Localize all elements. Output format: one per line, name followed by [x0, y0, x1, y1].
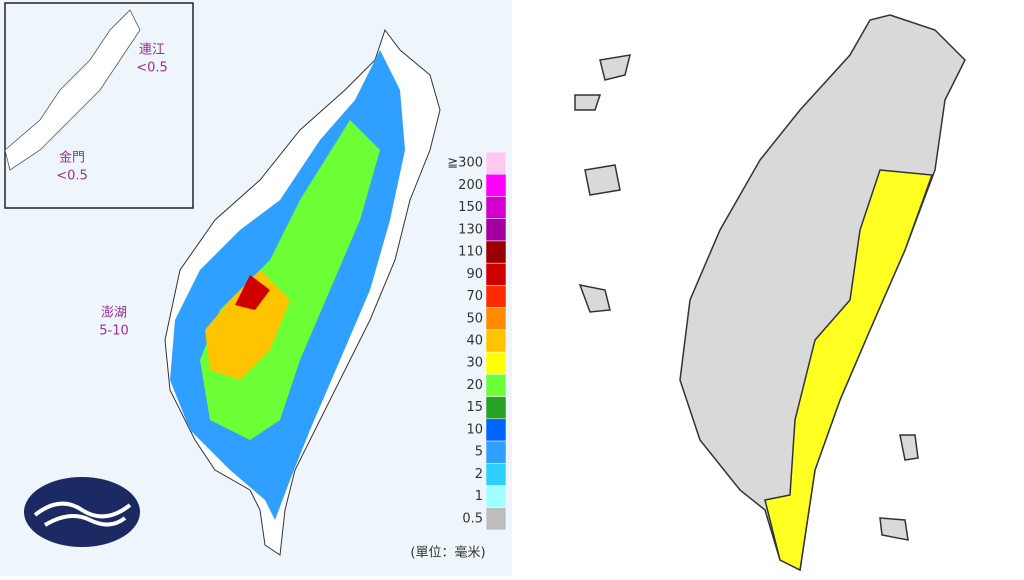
legend-label: 30 — [466, 356, 483, 371]
legend-label: 1 — [475, 489, 483, 504]
legend-label: 110 — [458, 245, 483, 260]
legend-swatch — [485, 196, 507, 219]
legend-swatch — [485, 329, 507, 353]
logo-mark — [33, 501, 132, 527]
legend-swatch — [485, 396, 507, 420]
legend-label: 130 — [458, 222, 483, 237]
rain-taiwan — [164, 28, 441, 556]
legend-label: 0.5 — [462, 511, 483, 526]
legend-swatch — [485, 240, 507, 264]
legend-swatch — [485, 418, 507, 442]
rain-area — [235, 275, 270, 310]
warning-area — [764, 169, 934, 572]
legend: ≧300 200 150 130 110 90 70 50 40 30 20 15 10 5 2 1 0.5 — [447, 151, 507, 531]
legend-swatch — [485, 463, 507, 486]
legend-label: 5 — [475, 445, 483, 460]
island-value: 5-10 — [99, 324, 129, 339]
legend-label: 2 — [475, 467, 483, 482]
legend-label: 10 — [466, 422, 483, 437]
islands — [574, 54, 919, 541]
legend-label: 200 — [458, 178, 483, 193]
legend-label: 150 — [458, 200, 483, 215]
inset-box — [4, 2, 194, 209]
legend-swatch — [485, 351, 507, 375]
legend-swatch — [485, 485, 507, 509]
rain-area — [205, 270, 290, 380]
legend-label: 15 — [466, 400, 483, 415]
island-name: 澎湖 — [101, 306, 127, 321]
legend-label: 70 — [466, 289, 483, 304]
island-value: <0.5 — [56, 169, 88, 184]
legend-swatch — [485, 173, 507, 197]
island-name: 金門 — [59, 150, 85, 166]
island-name: 連江 — [139, 43, 165, 58]
legend-swatch — [485, 218, 507, 242]
unit: (單位：毫米) — [410, 545, 485, 561]
taiwan-outline — [679, 14, 966, 572]
legend-swatch — [485, 440, 507, 464]
legend-swatch — [485, 507, 507, 531]
legend-swatch — [485, 374, 507, 397]
legend-swatch — [485, 151, 507, 175]
legend-label: ≧300 — [447, 156, 483, 171]
mainland-coast — [4, 9, 141, 171]
legend-label: 40 — [466, 334, 483, 349]
legend-label: 50 — [466, 311, 483, 326]
legend-swatch — [485, 307, 507, 331]
legend-swatch — [485, 262, 507, 286]
island-value: <0.5 — [136, 61, 168, 76]
warning-map — [574, 14, 966, 572]
legend-label: 20 — [466, 378, 483, 393]
legend-label: 90 — [466, 267, 483, 282]
legend-swatch — [485, 285, 507, 308]
